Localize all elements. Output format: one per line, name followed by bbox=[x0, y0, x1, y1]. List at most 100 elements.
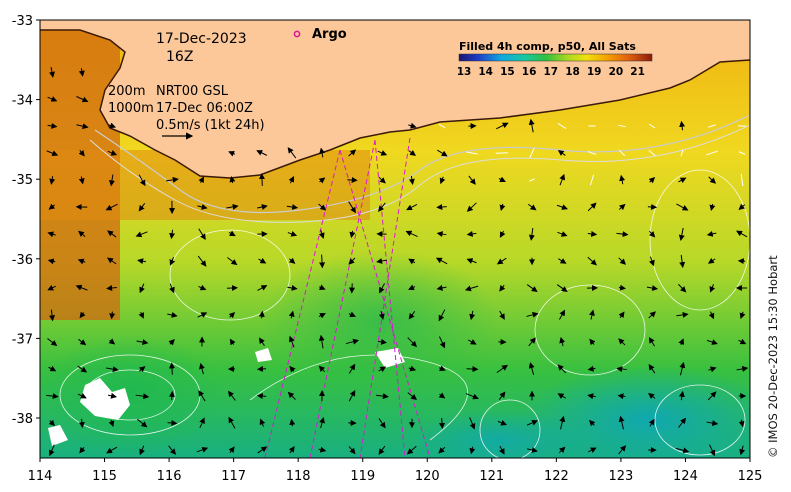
current-vector bbox=[439, 417, 445, 430]
current-vector bbox=[466, 202, 477, 212]
current-vector bbox=[529, 178, 535, 182]
credit-text: © IMOS 20-Dec-2023 15:30 Hobart bbox=[766, 255, 780, 458]
x-tick-label: 125 bbox=[738, 469, 763, 484]
current-vector bbox=[408, 365, 417, 372]
current-vector bbox=[706, 339, 718, 345]
current-vector bbox=[588, 419, 596, 427]
current-vector bbox=[648, 123, 656, 129]
current-vector bbox=[378, 445, 386, 455]
current-vector bbox=[408, 310, 416, 320]
current-vector bbox=[376, 258, 387, 264]
current-vector bbox=[138, 174, 146, 187]
current-vector bbox=[618, 257, 626, 265]
current-vector bbox=[256, 393, 267, 400]
current-vector bbox=[616, 231, 629, 238]
current-vector bbox=[738, 338, 747, 345]
current-vector bbox=[557, 149, 566, 156]
current-vector bbox=[738, 151, 746, 155]
current-vector bbox=[407, 392, 417, 401]
current-vector bbox=[75, 284, 88, 291]
current-vector bbox=[678, 227, 685, 241]
current-vector bbox=[79, 446, 86, 454]
y-tick-label: -38 bbox=[12, 412, 33, 427]
current-vector bbox=[318, 177, 326, 184]
current-vector bbox=[257, 204, 268, 210]
current-vector bbox=[556, 204, 568, 210]
current-vector bbox=[498, 176, 506, 182]
current-vector bbox=[256, 150, 268, 156]
current-vector bbox=[679, 254, 686, 269]
current-vector bbox=[557, 122, 567, 130]
current-vector bbox=[108, 174, 115, 187]
current-vector bbox=[197, 312, 208, 318]
current-vector bbox=[106, 366, 119, 373]
current-vector bbox=[227, 257, 238, 266]
depth-contour-200m bbox=[94, 114, 750, 214]
current-vector bbox=[528, 118, 535, 133]
y-tick-label: -36 bbox=[12, 253, 33, 268]
current-vector bbox=[228, 416, 236, 429]
depth-200-label: 200m bbox=[108, 84, 145, 99]
current-vectors bbox=[46, 67, 749, 457]
colorbar-tick-label: 18 bbox=[565, 66, 580, 78]
current-vector bbox=[377, 338, 388, 345]
current-vector bbox=[137, 258, 146, 265]
current-vector bbox=[106, 446, 118, 454]
current-vector bbox=[287, 391, 296, 400]
current-vector bbox=[438, 446, 446, 454]
current-vector bbox=[680, 149, 684, 157]
current-vector bbox=[197, 204, 208, 210]
current-source-label: NRT00 GSL bbox=[156, 84, 229, 99]
current-vector bbox=[228, 311, 236, 319]
current-vector bbox=[318, 229, 325, 239]
current-vector bbox=[676, 203, 689, 211]
current-vector bbox=[618, 124, 626, 128]
current-vector bbox=[77, 365, 88, 373]
sla-contour bbox=[534, 284, 646, 376]
current-vector bbox=[587, 230, 598, 237]
current-vector bbox=[435, 257, 448, 265]
x-tick-label: 118 bbox=[286, 469, 311, 484]
current-vector bbox=[439, 176, 446, 185]
current-vector bbox=[587, 393, 596, 400]
legend-title: Filled 4h comp, p50, All Sats bbox=[459, 40, 636, 53]
colorbar bbox=[458, 53, 653, 62]
current-vector bbox=[736, 230, 748, 238]
current-vector bbox=[707, 257, 716, 264]
x-tick-label: 115 bbox=[92, 469, 117, 484]
colorbar-tick-label: 20 bbox=[609, 66, 624, 78]
current-vector bbox=[229, 176, 236, 184]
current-vector bbox=[108, 419, 115, 428]
current-vector bbox=[49, 67, 55, 78]
current-vector bbox=[228, 230, 236, 237]
current-vector bbox=[617, 393, 626, 400]
current-vector bbox=[468, 175, 476, 185]
current-vector bbox=[618, 203, 626, 211]
current-vector bbox=[438, 365, 446, 372]
sla-contour bbox=[654, 384, 746, 456]
current-vector bbox=[528, 228, 535, 241]
current-vector bbox=[557, 393, 566, 399]
current-vector bbox=[649, 256, 655, 267]
current-vector bbox=[166, 176, 179, 183]
current-vector bbox=[107, 150, 118, 156]
current-vector bbox=[345, 338, 360, 345]
colorbar-tick-label: 17 bbox=[543, 66, 558, 78]
current-vector bbox=[47, 284, 57, 291]
x-tick-label: 117 bbox=[221, 469, 246, 484]
depth-contour-1000m bbox=[89, 124, 750, 223]
current-vector bbox=[738, 419, 745, 428]
current-vector bbox=[736, 365, 749, 372]
current-vector bbox=[499, 284, 506, 292]
current-vector bbox=[616, 366, 627, 373]
current-vector bbox=[258, 337, 265, 347]
current-vector bbox=[47, 122, 58, 129]
current-vector bbox=[259, 418, 266, 427]
depth-1000-label: 1000m bbox=[108, 101, 154, 116]
colorbar-tick-label: 15 bbox=[500, 66, 515, 78]
current-vector bbox=[648, 230, 656, 238]
current-vector bbox=[377, 150, 388, 156]
current-vector bbox=[289, 418, 296, 427]
current-vector bbox=[438, 309, 446, 322]
satellite-track bbox=[359, 137, 411, 458]
